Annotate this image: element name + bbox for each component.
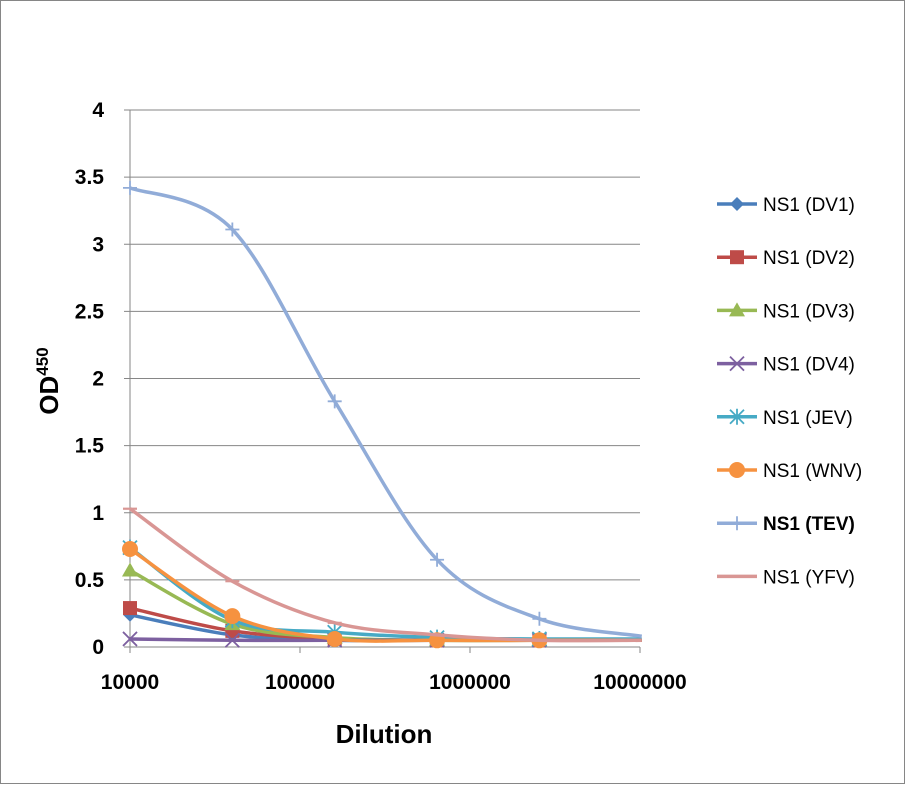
legend-label: NS1 (DV1) [763, 195, 855, 216]
y-tick-label: 2.5 [75, 300, 105, 323]
data-point [327, 394, 342, 409]
x-axis-title: Dilution [336, 719, 433, 749]
series-ns1-yfv [123, 507, 642, 643]
y-tick-labels: 0 0.5 1 1.5 2 2.5 3 3.5 4 [75, 99, 105, 659]
legend-label: NS1 (DV3) [763, 301, 855, 322]
data-point [224, 608, 241, 625]
data-point [122, 540, 138, 557]
y-tick-label: 0.5 [75, 569, 105, 592]
y-tick-label: 0 [92, 636, 104, 659]
y-tick-label: 4 [92, 99, 104, 122]
legend-label: NS1 (WNV) [763, 461, 862, 482]
y-tick-label: 1 [92, 502, 104, 525]
legend-item: NS1 (DV2) [717, 248, 855, 269]
legend-item: NS1 (DV3) [717, 301, 855, 322]
legend-marker [729, 408, 745, 425]
gridlines [130, 109, 640, 581]
data-point [225, 222, 240, 237]
axes [124, 109, 641, 653]
legend-label: NS1 (JEV) [763, 408, 853, 429]
series-ns1-tev [123, 180, 642, 638]
y-tick-label: 1.5 [75, 435, 105, 458]
legend-marker [730, 516, 744, 531]
series-group [122, 180, 642, 649]
x-tick-label: 1000000 [429, 671, 511, 694]
data-point [532, 611, 547, 626]
data-point [224, 632, 240, 648]
legend-marker [729, 462, 745, 478]
legend-label: NS1 (DV2) [763, 248, 855, 269]
x-tick-label: 10000 [101, 671, 159, 694]
legend-item: NS1 (YFV) [717, 567, 855, 588]
data-point [123, 601, 137, 616]
y-tick-label: 2 [92, 368, 104, 391]
legend-item: NS1 (DV4) [717, 355, 855, 376]
y-axis-title: OD450 [33, 347, 64, 414]
series-line [128, 507, 642, 643]
legend-marker [730, 197, 744, 211]
series-line [129, 186, 642, 638]
y-axis-title-main: OD [34, 376, 64, 415]
data-point [430, 552, 445, 567]
legend-marker [730, 250, 744, 265]
legend-label: NS1 (DV4) [763, 355, 855, 376]
y-axis-title-superscript: 450 [33, 347, 52, 375]
legend-marker [729, 302, 745, 317]
y-tick-label: 3.5 [75, 166, 105, 189]
legend-label: NS1 (TEV) [763, 514, 855, 535]
y-tick-label: 3 [92, 233, 104, 256]
legend: NS1 (DV1) NS1 (DV2) NS1 (DV3) NS1 (DV4) NS1 … [717, 195, 862, 588]
data-point [122, 631, 138, 647]
data-point [122, 562, 138, 577]
x-tick-labels: 10000 100000 1000000 10000000 [101, 671, 687, 694]
legend-item: NS1 (TEV) [717, 514, 855, 535]
legend-marker [729, 355, 745, 372]
x-tick-label: 10000000 [593, 671, 686, 694]
legend-label: NS1 (YFV) [763, 567, 855, 588]
data-point [123, 180, 137, 195]
x-tick-label: 100000 [265, 671, 335, 694]
data-point [326, 630, 343, 647]
legend-item: NS1 (JEV) [717, 408, 853, 429]
legend-item: NS1 (WNV) [717, 461, 862, 482]
legend-item: NS1 (DV1) [717, 195, 855, 216]
